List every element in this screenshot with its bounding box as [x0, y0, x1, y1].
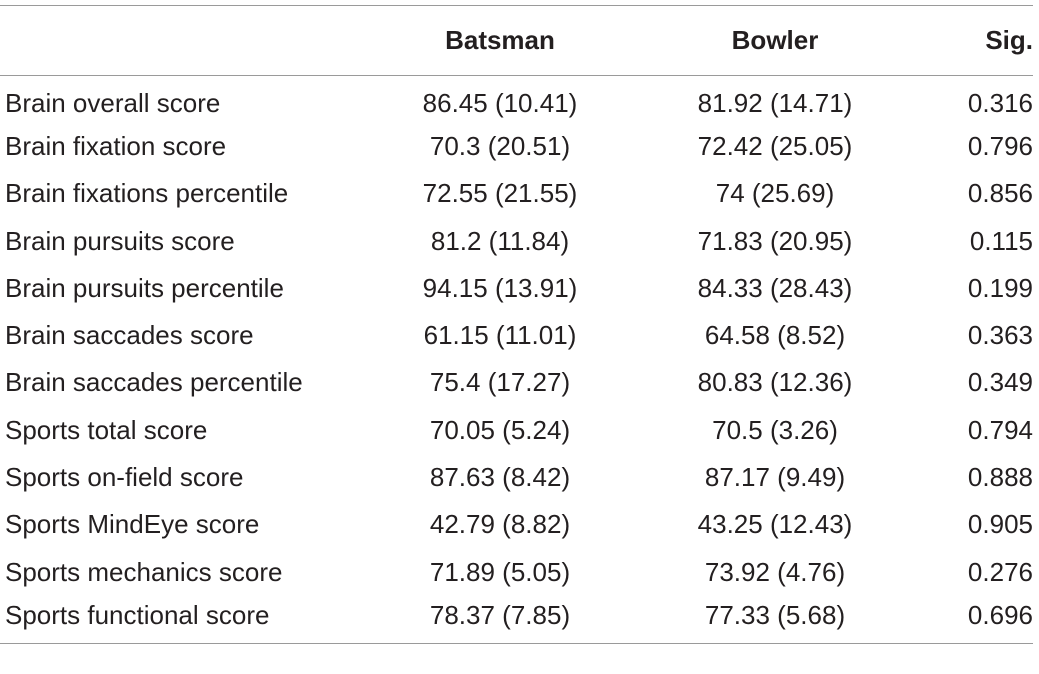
bowler-value: 73.92 (4.76): [704, 556, 846, 587]
sig-value: 0.276: [967, 556, 1033, 587]
row-label: Sports total score: [5, 414, 208, 445]
table-row: Sports functional score 78.37 (7.85) 77.33…: [0, 596, 1033, 643]
sig-value: 0.696: [967, 599, 1033, 630]
header-batsman: Batsman: [445, 25, 555, 55]
sig-value: 0.349: [967, 367, 1033, 398]
batsman-value: 71.89 (5.05): [429, 556, 571, 587]
bowler-value: 84.33 (28.43): [697, 272, 853, 303]
bowler-value: 43.25 (12.43): [697, 509, 853, 540]
batsman-value: 61.15 (11.01): [423, 320, 577, 351]
table-header: Batsman Bowler Sig.: [0, 6, 1033, 76]
sig-value: 0.796: [967, 130, 1033, 161]
sig-value: 0.905: [967, 509, 1033, 540]
table-row: Sports on-field score 87.63 (8.42) 87.17 (…: [0, 454, 1033, 501]
table-row: Sports total score 70.05 (5.24) 70.5 (3.26…: [0, 407, 1033, 454]
batsman-value: 86.45 (10.41): [422, 87, 578, 118]
header-empty: [0, 6, 375, 76]
row-label: Sports MindEye score: [5, 509, 260, 540]
batsman-value: 72.55 (21.55): [422, 178, 578, 209]
bowler-value: 74 (25.69): [715, 178, 835, 209]
bowler-value: 70.5 (3.26): [712, 414, 838, 445]
bowler-value: 71.83 (20.95): [697, 225, 853, 256]
table-row: Brain pursuits score 81.2 (11.84) 71.83 (2…: [0, 217, 1033, 264]
row-label: Sports mechanics score: [5, 556, 283, 587]
table-row: Sports mechanics score 71.89 (5.05) 73.92 …: [0, 548, 1033, 595]
sig-value: 0.199: [967, 272, 1033, 303]
bowler-value: 72.42 (25.05): [697, 130, 853, 161]
row-label: Brain saccades percentile: [5, 367, 303, 398]
batsman-value: 94.15 (13.91): [422, 272, 578, 303]
sig-value: 0.794: [967, 414, 1033, 445]
bowler-value: 64.58 (8.52): [704, 320, 846, 351]
batsman-value: 42.79 (8.82): [429, 509, 571, 540]
header-sig: Sig.: [985, 25, 1033, 55]
sig-value: 0.316: [967, 87, 1033, 118]
table-row: Brain saccades score 61.15 (11.01) 64.58 (…: [0, 312, 1033, 359]
sig-value: 0.363: [967, 320, 1033, 351]
table-row: Brain pursuits percentile 94.15 (13.91) 84…: [0, 265, 1033, 312]
sig-value: 0.115: [969, 225, 1033, 256]
header-bowler: Bowler: [731, 25, 819, 55]
table-row: Brain fixations percentile 72.55 (21.55) 7…: [0, 170, 1033, 217]
row-label: Sports on-field score: [5, 462, 244, 493]
row-label: Sports functional score: [5, 599, 270, 630]
bowler-value: 80.83 (12.36): [697, 367, 853, 398]
table-row: Sports MindEye score 42.79 (8.82) 43.25 (1…: [0, 501, 1033, 548]
table-row: Brain fixation score 70.3 (20.51) 72.42 (2…: [0, 123, 1033, 170]
sig-value: 0.888: [967, 462, 1033, 493]
comparison-table: Batsman Bowler Sig. Brain overall score 8…: [0, 5, 1033, 644]
row-label: Brain pursuits score: [5, 225, 235, 256]
row-label: Brain fixation score: [5, 130, 227, 161]
batsman-value: 70.05 (5.24): [429, 414, 571, 445]
batsman-value: 75.4 (17.27): [429, 367, 571, 398]
batsman-value: 70.3 (20.51): [429, 130, 571, 161]
table-row: Brain saccades percentile 75.4 (17.27) 80.…: [0, 359, 1033, 406]
batsman-value: 78.37 (7.85): [429, 599, 571, 630]
row-label: Brain fixations percentile: [5, 178, 289, 209]
sig-value: 0.856: [967, 178, 1033, 209]
table-body: Brain overall score 86.45 (10.41) 81.92 (1…: [0, 76, 1033, 644]
batsman-value: 81.2 (11.84): [430, 225, 570, 256]
batsman-value: 87.63 (8.42): [429, 462, 571, 493]
row-label: Brain saccades score: [5, 320, 254, 351]
header-row: Batsman Bowler Sig.: [0, 6, 1033, 76]
table-row: Brain overall score 86.45 (10.41) 81.92 (1…: [0, 76, 1033, 123]
bowler-value: 77.33 (5.68): [704, 599, 846, 630]
row-label: Brain overall score: [5, 87, 221, 118]
bowler-value: 81.92 (14.71): [697, 87, 853, 118]
bowler-value: 87.17 (9.49): [704, 462, 846, 493]
row-label: Brain pursuits percentile: [5, 272, 284, 303]
